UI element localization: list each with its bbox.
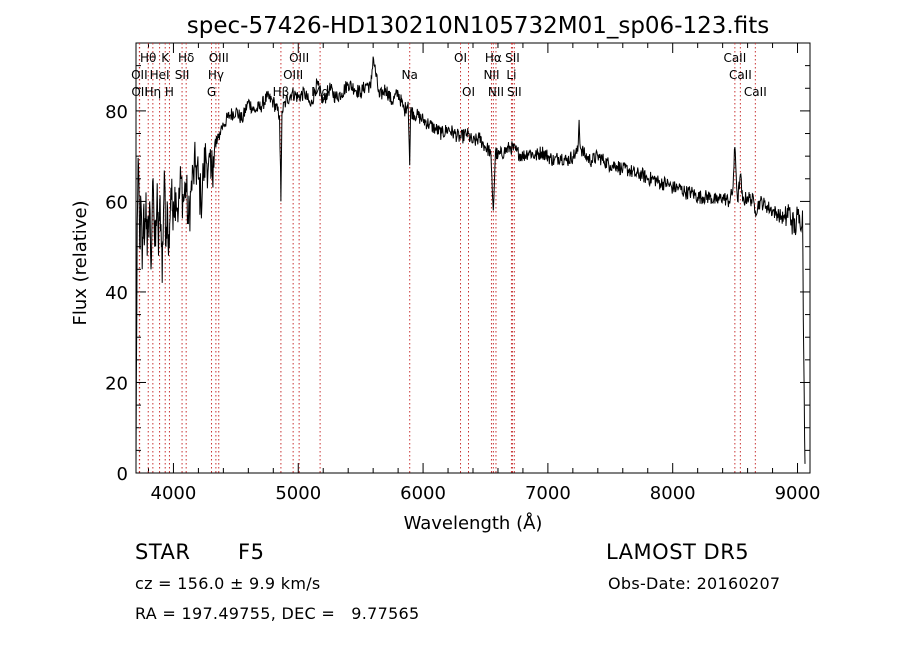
spectral-line-label: Hη bbox=[145, 85, 162, 99]
object-class: STAR bbox=[135, 540, 191, 564]
chart-title: spec-57426-HD130210N105732M01_sp06-123.f… bbox=[187, 13, 769, 39]
spectral-line-label: CaII bbox=[744, 85, 767, 99]
y-tick-label: 0 bbox=[117, 464, 128, 485]
y-tick-label: 80 bbox=[105, 102, 128, 123]
y-axis-label: Flux (relative) bbox=[70, 200, 91, 325]
spectral-line-label: Hδ bbox=[178, 51, 194, 65]
plot-frame bbox=[135, 42, 811, 474]
spectral-line-label: CaII bbox=[723, 51, 746, 65]
x-tick-label: 7000 bbox=[525, 483, 571, 504]
spectral-line-label: NII bbox=[483, 68, 499, 82]
spectrum-line bbox=[135, 56, 806, 464]
coordinates: RA = 197.49755, DEC = 9.77565 bbox=[135, 604, 420, 623]
survey-label: LAMOST DR5 bbox=[606, 540, 750, 564]
spectral-line-label: Hβ bbox=[273, 85, 290, 99]
y-tick-label: 60 bbox=[105, 192, 128, 213]
y-tick-label: 40 bbox=[105, 283, 128, 304]
spectral-line-label: CaII bbox=[729, 68, 752, 82]
spectral-line-label: Hθ bbox=[140, 51, 156, 65]
spectral-line-label: Na bbox=[402, 68, 418, 82]
spectral-line-label: OI bbox=[454, 51, 467, 65]
spectral-line-label: Li bbox=[506, 68, 516, 82]
spectral-line-label: SII bbox=[507, 85, 522, 99]
spectral-line-label: OII bbox=[131, 68, 148, 82]
x-tick-label: 5000 bbox=[275, 483, 321, 504]
spectral-line-label: OIII bbox=[209, 51, 229, 65]
obs-date: Obs-Date: 20160207 bbox=[608, 574, 781, 593]
x-tick-label: 8000 bbox=[650, 483, 696, 504]
spectral-line-label: Mg bbox=[311, 85, 329, 99]
spectral-line-label: OII bbox=[131, 85, 148, 99]
x-tick-label: 9000 bbox=[775, 483, 821, 504]
x-tick-label: 6000 bbox=[400, 483, 446, 504]
spectral-line-label: SII bbox=[175, 68, 190, 82]
spectral-line-label: HeI bbox=[150, 68, 170, 82]
spectral-line-label: G bbox=[207, 85, 216, 99]
y-tick-label: 20 bbox=[105, 373, 128, 394]
spectral-line-label: K bbox=[161, 51, 170, 65]
spectral-line-label: NII bbox=[488, 85, 504, 99]
spectral-line-label: OIII bbox=[283, 68, 303, 82]
subclass: F5 bbox=[238, 540, 265, 564]
x-tick-label: 4000 bbox=[151, 483, 197, 504]
spectral-line-label: OI bbox=[462, 85, 475, 99]
spectral-line-label: Hγ bbox=[208, 68, 224, 82]
spectral-line-label: OIII bbox=[289, 51, 309, 65]
spectral-line-label: Hα bbox=[485, 51, 502, 65]
redshift-cz: cz = 156.0 ± 9.9 km/s bbox=[135, 574, 321, 593]
x-axis-label: Wavelength (Å) bbox=[404, 512, 543, 534]
spectral-line-label: H bbox=[165, 85, 174, 99]
spectral-line-label: SII bbox=[505, 51, 520, 65]
